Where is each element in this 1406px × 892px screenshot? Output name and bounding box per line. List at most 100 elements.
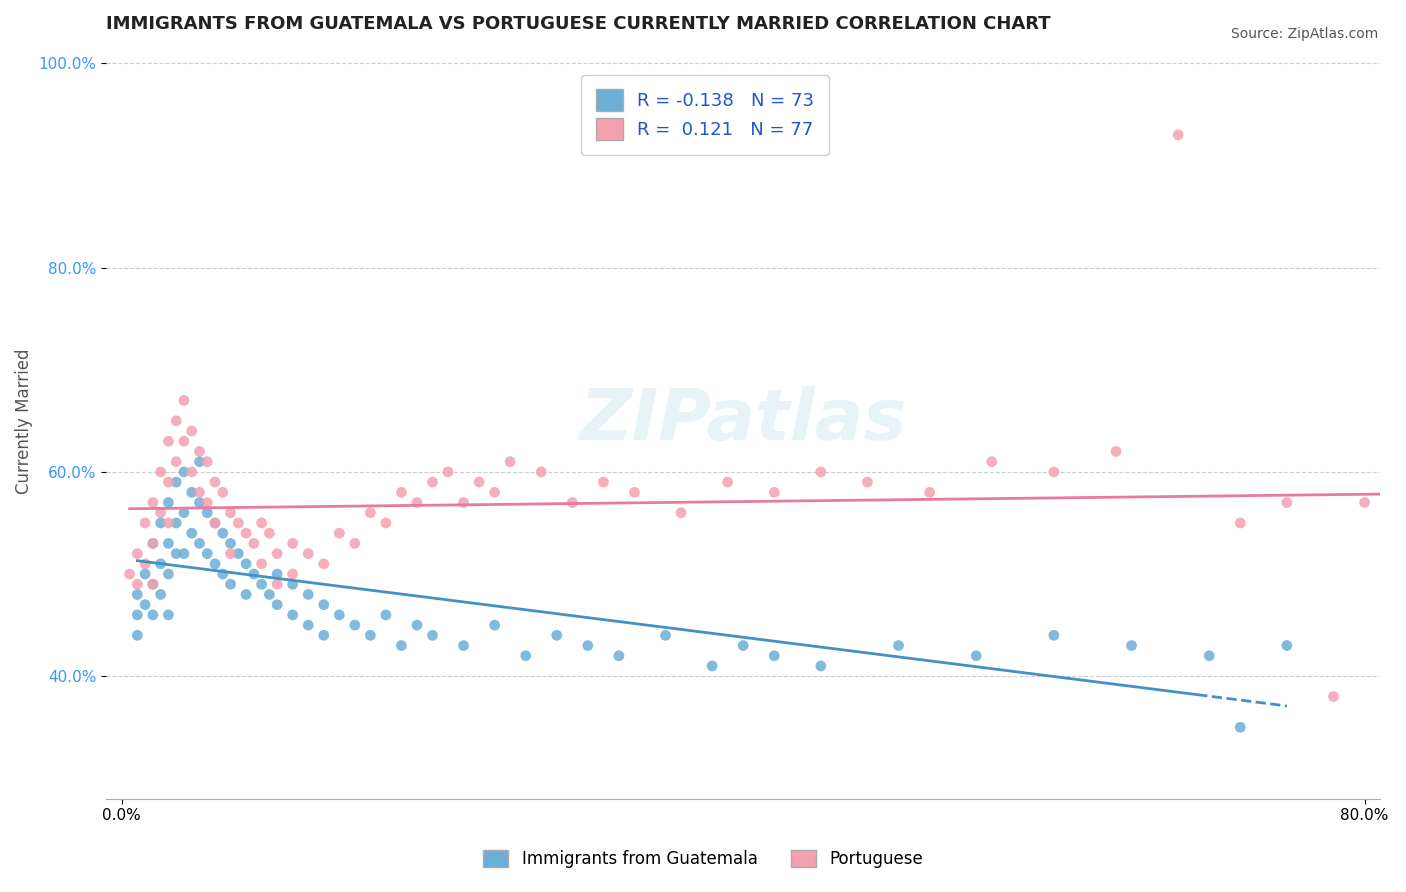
Point [235, 587, 257, 601]
Point [235, 526, 257, 541]
Point [733, 639, 755, 653]
Point [453, 495, 475, 509]
Point [328, 526, 350, 541]
Point [422, 475, 444, 489]
Point [250, 557, 273, 571]
Point [173, 547, 195, 561]
Point [266, 598, 288, 612]
Point [204, 475, 226, 489]
Point [219, 577, 242, 591]
Point [312, 557, 335, 571]
Point [188, 536, 211, 550]
Point [142, 577, 165, 591]
Point [127, 607, 149, 622]
Point [173, 465, 195, 479]
Point [149, 557, 172, 571]
Text: IMMIGRANTS FROM GUATEMALA VS PORTUGUESE CURRENTLY MARRIED CORRELATION CHART: IMMIGRANTS FROM GUATEMALA VS PORTUGUESE … [107, 15, 1050, 33]
Point [406, 495, 429, 509]
Point [359, 506, 381, 520]
Point [965, 648, 987, 663]
Point [127, 547, 149, 561]
Point [219, 506, 242, 520]
Point [1385, 506, 1406, 520]
Point [281, 567, 304, 582]
Point [219, 547, 242, 561]
Point [561, 495, 583, 509]
Point [468, 475, 491, 489]
Point [406, 618, 429, 632]
Point [297, 547, 319, 561]
Point [328, 607, 350, 622]
Point [312, 598, 335, 612]
Point [204, 516, 226, 530]
Point [1229, 720, 1251, 734]
Point [165, 547, 187, 561]
Point [530, 465, 553, 479]
Point [856, 475, 879, 489]
Point [195, 547, 218, 561]
Point [1198, 648, 1220, 663]
Point [1043, 628, 1066, 642]
Point [1322, 690, 1344, 704]
Point [266, 577, 288, 591]
Point [391, 639, 413, 653]
Point [204, 557, 226, 571]
Point [142, 536, 165, 550]
Point [157, 607, 180, 622]
Point [592, 475, 614, 489]
Point [195, 495, 218, 509]
Point [374, 516, 396, 530]
Point [243, 536, 266, 550]
Point [623, 485, 645, 500]
Point [173, 506, 195, 520]
Point [188, 444, 211, 458]
Point [165, 516, 187, 530]
Point [700, 659, 723, 673]
Point [297, 618, 319, 632]
Point [142, 495, 165, 509]
Point [211, 567, 233, 582]
Point [211, 526, 233, 541]
Point [266, 567, 288, 582]
Point [281, 536, 304, 550]
Point [219, 536, 242, 550]
Point [134, 516, 156, 530]
Point [343, 536, 366, 550]
Y-axis label: Currently Married: Currently Married [15, 348, 32, 493]
Point [250, 516, 273, 530]
Point [1121, 639, 1143, 653]
Point [717, 475, 740, 489]
Point [515, 648, 537, 663]
Point [157, 516, 180, 530]
Point [484, 485, 506, 500]
Point [173, 434, 195, 449]
Point [195, 455, 218, 469]
Point [180, 526, 202, 541]
Point [235, 557, 257, 571]
Point [142, 607, 165, 622]
Point [266, 547, 288, 561]
Point [165, 455, 187, 469]
Point [576, 639, 599, 653]
Text: ZIPatlas: ZIPatlas [579, 386, 907, 455]
Point [165, 414, 187, 428]
Point [359, 628, 381, 642]
Point [127, 587, 149, 601]
Point [157, 495, 180, 509]
Legend: Immigrants from Guatemala, Portuguese: Immigrants from Guatemala, Portuguese [477, 843, 929, 875]
Point [1275, 639, 1298, 653]
Point [391, 485, 413, 500]
Point [374, 607, 396, 622]
Point [484, 618, 506, 632]
Legend: R = -0.138   N = 73, R =  0.121   N = 77: R = -0.138 N = 73, R = 0.121 N = 77 [581, 75, 828, 154]
Point [149, 587, 172, 601]
Point [134, 598, 156, 612]
Point [188, 455, 211, 469]
Point [281, 577, 304, 591]
Point [188, 495, 211, 509]
Point [1275, 495, 1298, 509]
Point [297, 587, 319, 601]
Point [1105, 444, 1128, 458]
Point [180, 465, 202, 479]
Point [763, 485, 786, 500]
